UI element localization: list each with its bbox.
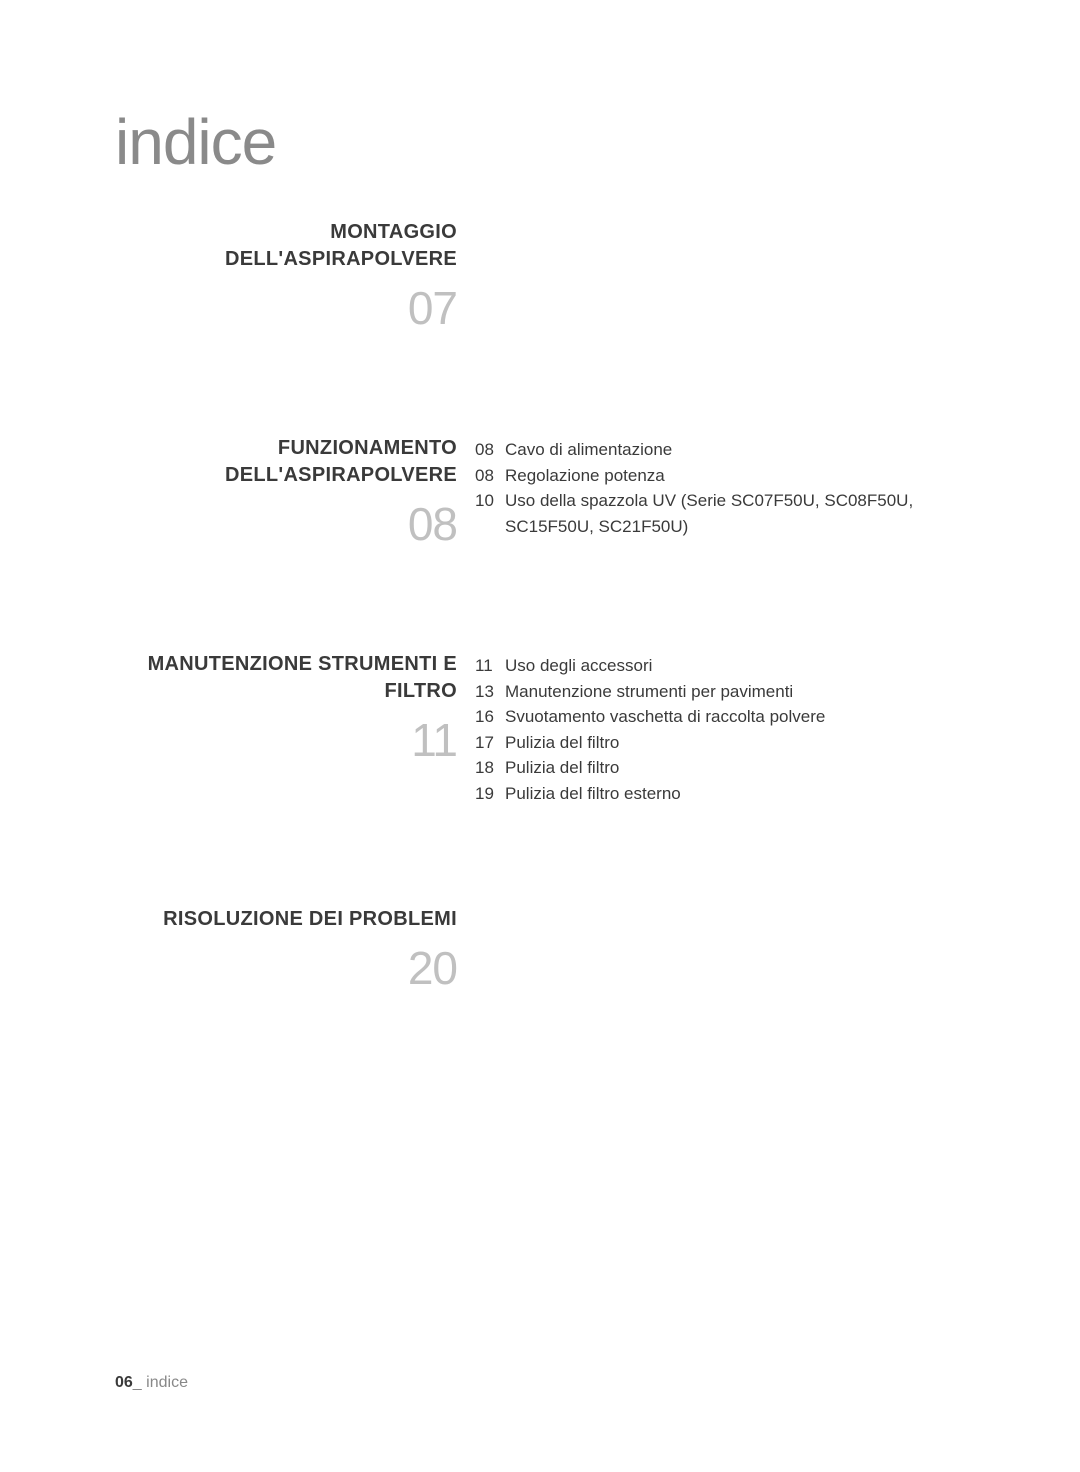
section-left: RISOLUZIONE DEI PROBLEMI 20 (115, 906, 475, 995)
footer-text: indice (146, 1374, 188, 1391)
section-number: 07 (115, 281, 457, 335)
toc-section-maintenance: MANUTENZIONE STRUMENTI E FILTRO 11 11 Us… (115, 651, 965, 806)
toc-item-page: 08 (475, 463, 505, 489)
toc-item: 16 Svuotamento vaschetta di raccolta pol… (475, 704, 965, 730)
page-heading: indice (115, 105, 965, 179)
toc-section-operation: FUNZIONAMENTO DELL'ASPIRAPOLVERE 08 08 C… (115, 435, 965, 551)
section-title: RISOLUZIONE DEI PROBLEMI (115, 906, 457, 933)
toc-item: 10 Uso della spazzola UV (Serie SC07F50U… (475, 488, 965, 539)
toc-item-page: 19 (475, 781, 505, 807)
page-footer: 06_ indice (115, 1374, 188, 1392)
footer-page-number: 06 (115, 1374, 133, 1391)
section-left: FUNZIONAMENTO DELL'ASPIRAPOLVERE 08 (115, 435, 475, 551)
document-page: indice MONTAGGIO DELL'ASPIRAPOLVERE 07 F… (0, 0, 1080, 1472)
section-right (475, 219, 965, 221)
section-left: MONTAGGIO DELL'ASPIRAPOLVERE 07 (115, 219, 475, 335)
toc-item: 08 Regolazione potenza (475, 463, 965, 489)
toc-item-page: 11 (475, 653, 505, 679)
section-left: MANUTENZIONE STRUMENTI E FILTRO 11 (115, 651, 475, 767)
toc-item-page: 08 (475, 437, 505, 463)
section-title: MONTAGGIO DELL'ASPIRAPOLVERE (115, 219, 457, 273)
toc-item-label: Regolazione potenza (505, 463, 965, 489)
toc-item: 08 Cavo di alimentazione (475, 437, 965, 463)
section-number: 20 (115, 941, 457, 995)
toc-section-assembly: MONTAGGIO DELL'ASPIRAPOLVERE 07 (115, 219, 965, 335)
section-title: MANUTENZIONE STRUMENTI E FILTRO (115, 651, 457, 705)
toc-section-troubleshooting: RISOLUZIONE DEI PROBLEMI 20 (115, 906, 965, 995)
footer-separator: _ (133, 1374, 142, 1391)
toc-item-page: 13 (475, 679, 505, 705)
toc-item: 17 Pulizia del filtro (475, 730, 965, 756)
toc-item-page: 10 (475, 488, 505, 539)
section-right: 08 Cavo di alimentazione 08 Regolazione … (475, 435, 965, 539)
toc-item-label: Pulizia del filtro (505, 755, 965, 781)
section-right (475, 906, 965, 908)
toc-item: 19 Pulizia del filtro esterno (475, 781, 965, 807)
toc-item-label: Pulizia del filtro (505, 730, 965, 756)
section-right: 11 Uso degli accessori 13 Manutenzione s… (475, 651, 965, 806)
toc-item-page: 17 (475, 730, 505, 756)
section-number: 08 (115, 497, 457, 551)
toc-item-page: 16 (475, 704, 505, 730)
toc-item-label: Svuotamento vaschetta di raccolta polver… (505, 704, 965, 730)
section-title: FUNZIONAMENTO DELL'ASPIRAPOLVERE (115, 435, 457, 489)
section-number: 11 (115, 713, 457, 767)
toc-item-label: Pulizia del filtro esterno (505, 781, 965, 807)
toc-item: 13 Manutenzione strumenti per pavimenti (475, 679, 965, 705)
toc-item-label: Uso degli accessori (505, 653, 965, 679)
toc-item-label: Cavo di alimentazione (505, 437, 965, 463)
toc-item-label: Manutenzione strumenti per pavimenti (505, 679, 965, 705)
toc-item: 11 Uso degli accessori (475, 653, 965, 679)
toc-item-label: Uso della spazzola UV (Serie SC07F50U, S… (505, 488, 965, 539)
toc-item: 18 Pulizia del filtro (475, 755, 965, 781)
toc-item-page: 18 (475, 755, 505, 781)
